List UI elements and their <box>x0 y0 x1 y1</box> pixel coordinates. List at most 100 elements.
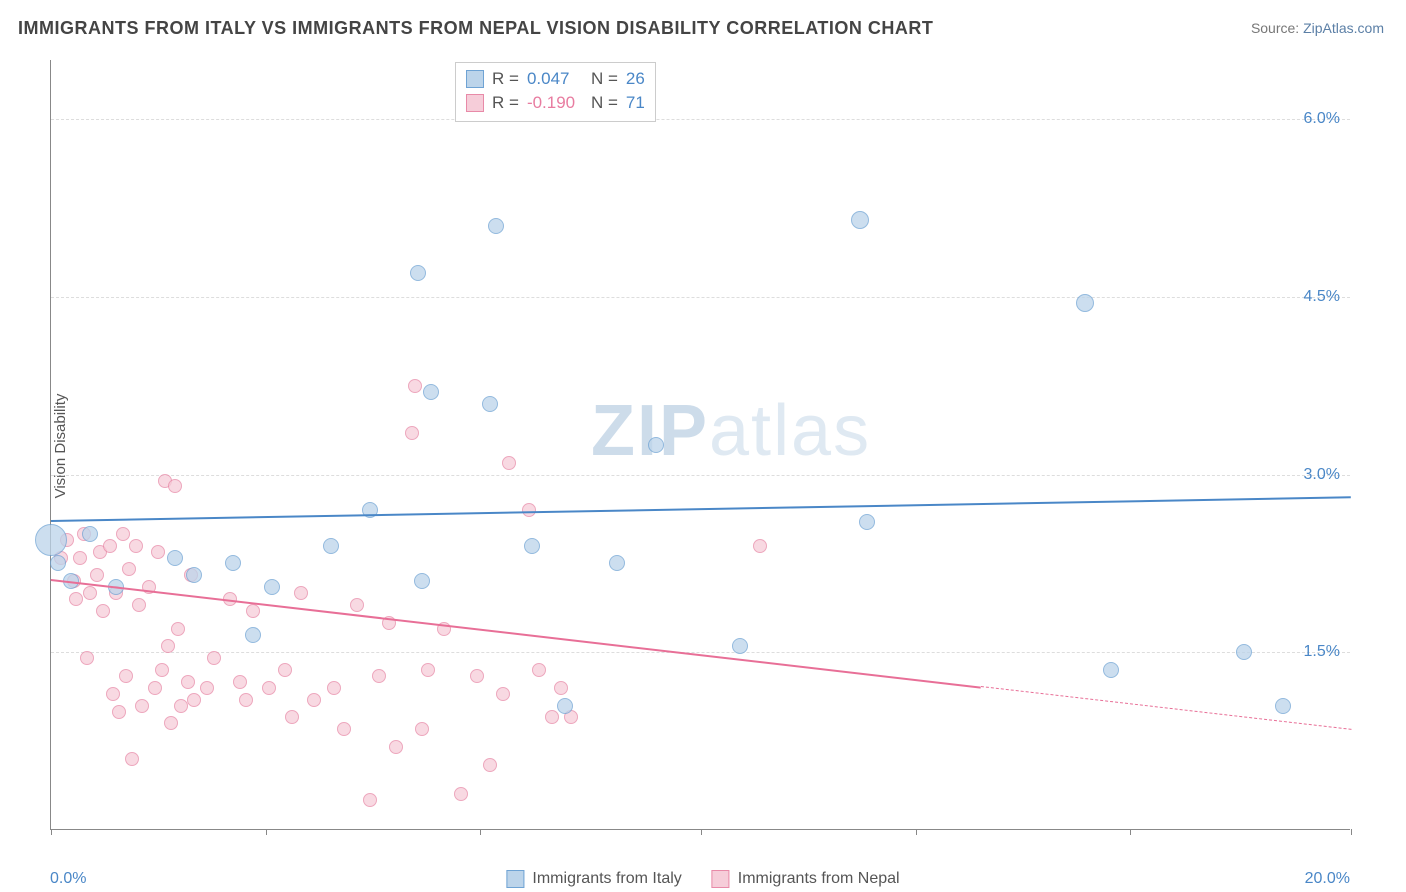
scatter-point-nepal <box>148 681 162 695</box>
scatter-point-nepal <box>122 562 136 576</box>
scatter-point-italy <box>225 555 241 571</box>
scatter-point-nepal <box>421 663 435 677</box>
gridline <box>51 475 1350 476</box>
x-tick <box>1130 829 1131 835</box>
scatter-point-italy <box>167 550 183 566</box>
scatter-point-nepal <box>69 592 83 606</box>
scatter-point-italy <box>1275 698 1291 714</box>
source-prefix: Source: <box>1251 20 1303 36</box>
scatter-point-nepal <box>116 527 130 541</box>
scatter-point-nepal <box>454 787 468 801</box>
legend-label-nepal: Immigrants from Nepal <box>738 870 900 888</box>
scatter-point-italy <box>186 567 202 583</box>
trend-line-nepal-dashed <box>980 686 1351 730</box>
scatter-point-nepal <box>470 669 484 683</box>
scatter-point-nepal <box>415 722 429 736</box>
scatter-point-nepal <box>285 710 299 724</box>
scatter-point-nepal <box>278 663 292 677</box>
scatter-point-nepal <box>132 598 146 612</box>
scatter-point-nepal <box>337 722 351 736</box>
scatter-point-italy <box>524 538 540 554</box>
x-axis-min-label: 0.0% <box>50 870 86 888</box>
scatter-point-nepal <box>207 651 221 665</box>
scatter-point-italy <box>648 437 664 453</box>
scatter-point-italy <box>851 211 869 229</box>
scatter-point-italy <box>264 579 280 595</box>
scatter-point-nepal <box>753 539 767 553</box>
scatter-point-italy <box>557 698 573 714</box>
scatter-point-nepal <box>363 793 377 807</box>
scatter-point-nepal <box>174 699 188 713</box>
scatter-point-italy <box>423 384 439 400</box>
y-tick-label: 1.5% <box>1304 643 1340 661</box>
x-tick <box>51 829 52 835</box>
scatter-point-italy <box>414 573 430 589</box>
scatter-point-nepal <box>80 651 94 665</box>
scatter-point-italy <box>410 265 426 281</box>
scatter-point-italy <box>35 524 67 556</box>
legend-item-italy: Immigrants from Italy <box>506 870 681 888</box>
legend-label-italy: Immigrants from Italy <box>532 870 681 888</box>
scatter-point-nepal <box>200 681 214 695</box>
scatter-point-nepal <box>161 639 175 653</box>
scatter-point-nepal <box>83 586 97 600</box>
scatter-point-nepal <box>496 687 510 701</box>
scatter-point-nepal <box>155 663 169 677</box>
scatter-point-nepal <box>129 539 143 553</box>
watermark-light: atlas <box>709 391 871 471</box>
y-tick-label: 6.0% <box>1304 110 1340 128</box>
y-tick-label: 4.5% <box>1304 288 1340 306</box>
scatter-point-nepal <box>171 622 185 636</box>
source-link[interactable]: ZipAtlas.com <box>1303 20 1384 36</box>
scatter-point-nepal <box>103 539 117 553</box>
plot-area: ZIPatlas 1.5%3.0%4.5%6.0% <box>50 60 1350 830</box>
scatter-point-nepal <box>90 568 104 582</box>
stats-box: R = 0.047 N = 26 R = -0.190 N = 71 <box>455 62 656 122</box>
stats-row-nepal: R = -0.190 N = 71 <box>466 91 645 115</box>
scatter-point-nepal <box>262 681 276 695</box>
chart-title: IMMIGRANTS FROM ITALY VS IMMIGRANTS FROM… <box>18 18 933 39</box>
scatter-point-nepal <box>168 479 182 493</box>
scatter-point-nepal <box>554 681 568 695</box>
x-tick <box>1351 829 1352 835</box>
scatter-point-nepal <box>294 586 308 600</box>
scatter-point-nepal <box>389 740 403 754</box>
scatter-point-nepal <box>483 758 497 772</box>
scatter-point-nepal <box>96 604 110 618</box>
scatter-point-italy <box>1103 662 1119 678</box>
legend-swatch-nepal <box>712 870 730 888</box>
legend-swatch-italy <box>506 870 524 888</box>
scatter-point-italy <box>245 627 261 643</box>
scatter-point-italy <box>1076 294 1094 312</box>
scatter-point-italy <box>609 555 625 571</box>
scatter-point-italy <box>482 396 498 412</box>
scatter-point-nepal <box>73 551 87 565</box>
scatter-point-nepal <box>327 681 341 695</box>
scatter-point-italy <box>50 555 66 571</box>
scatter-point-nepal <box>106 687 120 701</box>
scatter-point-nepal <box>246 604 260 618</box>
stats-r-label: R = <box>492 67 519 91</box>
watermark-bold: ZIP <box>591 391 709 471</box>
scatter-point-nepal <box>181 675 195 689</box>
stats-r-nepal: -0.190 <box>527 91 583 115</box>
stats-swatch-nepal <box>466 94 484 112</box>
legend-item-nepal: Immigrants from Nepal <box>712 870 900 888</box>
scatter-point-nepal <box>408 379 422 393</box>
scatter-point-nepal <box>532 663 546 677</box>
scatter-point-nepal <box>522 503 536 517</box>
scatter-point-nepal <box>151 545 165 559</box>
trend-line-nepal <box>51 579 981 689</box>
gridline <box>51 652 1350 653</box>
stats-n-label: N = <box>591 91 618 115</box>
source-attribution: Source: ZipAtlas.com <box>1251 20 1384 36</box>
x-tick <box>266 829 267 835</box>
scatter-point-nepal <box>502 456 516 470</box>
stats-row-italy: R = 0.047 N = 26 <box>466 67 645 91</box>
scatter-point-italy <box>1236 644 1252 660</box>
stats-n-italy: 26 <box>626 67 645 91</box>
scatter-point-nepal <box>350 598 364 612</box>
scatter-point-nepal <box>405 426 419 440</box>
scatter-point-italy <box>859 514 875 530</box>
scatter-point-nepal <box>307 693 321 707</box>
